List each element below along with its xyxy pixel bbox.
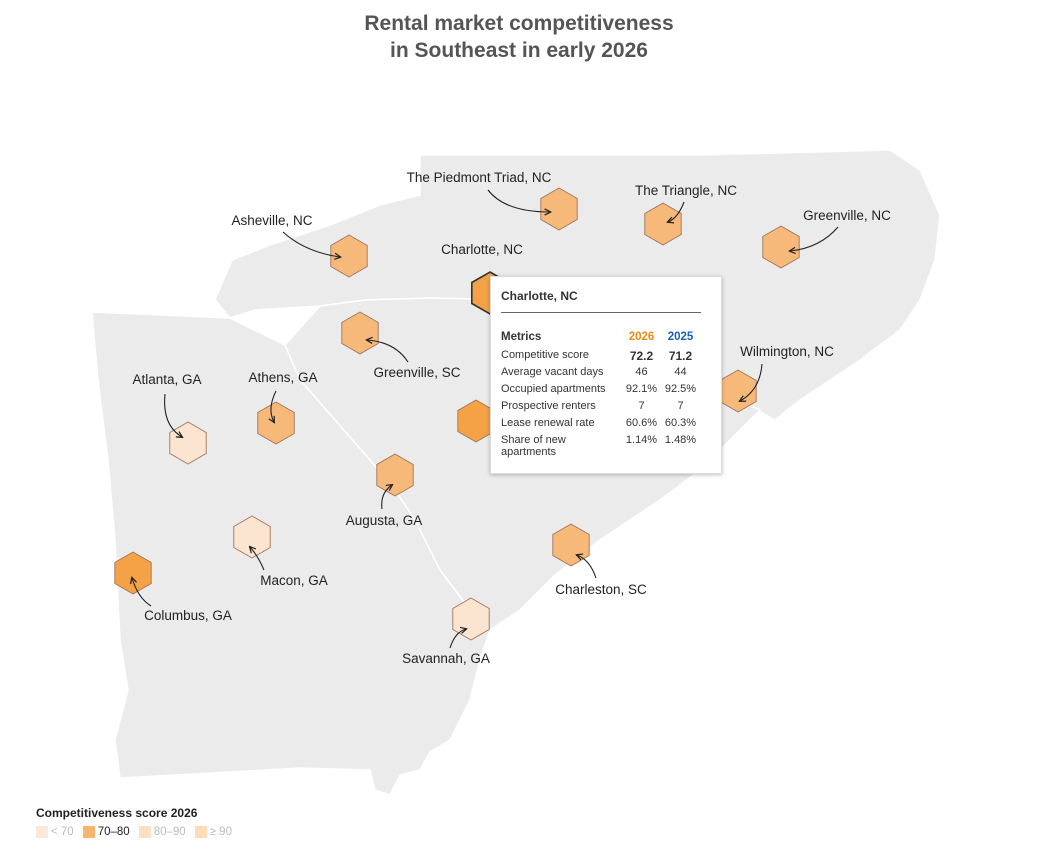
city-label-the-piedmont-triad-nc: The Piedmont Triad, NC: [407, 170, 552, 185]
tooltip-metric-label: Competitive score: [501, 349, 590, 361]
tooltip-header-metric: Metrics: [501, 331, 542, 343]
city-hex-columbus-ga[interactable]: [114, 551, 152, 595]
callout-arrow-macon-ga: [250, 547, 265, 571]
callout-arrow-greenville-sc: [367, 340, 409, 363]
city-label-wilmington-nc: Wilmington, NC: [740, 344, 834, 359]
legend-item[interactable]: 70–80: [82, 826, 130, 838]
city-hex-the-piedmont-triad-nc[interactable]: [540, 187, 578, 231]
tooltip-row: Occupied apartments 92.1% 92.5%: [501, 383, 711, 400]
callout-arrow-savannah-ga: [449, 629, 466, 649]
tooltip-metric-label: Prospective renters: [501, 400, 596, 412]
tooltip-value-2026: 92.1%: [625, 383, 658, 395]
tooltip-city-name: Charlotte, NC: [501, 289, 578, 303]
tooltip-value-2025: 60.3%: [664, 417, 697, 429]
city-label-macon-ga: Macon, GA: [260, 573, 328, 588]
tooltip-row: Prospective renters 7 7: [501, 400, 711, 417]
city-label-savannah-ga: Savannah, GA: [402, 651, 490, 666]
tooltip-metric-label: Occupied apartments: [501, 383, 606, 395]
callout-arrow-asheville-nc: [282, 231, 340, 257]
tooltip-value-2026: 72.2: [629, 349, 654, 363]
city-hex-macon-ga[interactable]: [233, 515, 271, 559]
city-hexagons: [114, 187, 800, 641]
tooltip-metric-label: Lease renewal rate: [501, 417, 595, 429]
tooltip-value-2025: 71.2: [668, 349, 693, 363]
legend-swatch: [82, 826, 95, 838]
legend-label: 70–80: [97, 826, 130, 838]
legend-items: < 70 70–80 80–90 ≥ 90: [36, 826, 241, 838]
legend-swatch: [194, 826, 207, 838]
legend-title: Competitiveness score 2026: [36, 806, 198, 820]
city-label-augusta-ga: Augusta, GA: [346, 513, 423, 528]
city-labels: The Piedmont Triad, NC The Triangle, NC As…: [132, 170, 891, 666]
legend-item[interactable]: 80–90: [138, 826, 186, 838]
city-label-the-triangle-nc: The Triangle, NC: [635, 183, 737, 198]
tooltip-metric-label: Average vacant days: [501, 366, 604, 378]
legend-item[interactable]: < 70: [36, 826, 74, 838]
legend-label: ≥ 90: [209, 826, 232, 838]
city-label-greenville-sc: Greenville, SC: [373, 365, 460, 380]
legend-item[interactable]: ≥ 90: [194, 826, 232, 838]
title-line-2: in Southeast in early 2026: [390, 39, 648, 62]
tooltip-value-2026: 60.6%: [625, 417, 658, 429]
tooltip-row: Share of new apartments 1.14% 1.48%: [501, 434, 711, 458]
city-label-columbus-ga: Columbus, GA: [144, 608, 232, 623]
legend: Competitiveness score 2026 < 70 70–80 80–9…: [36, 806, 241, 838]
tooltip-header-2026: 2026: [628, 331, 655, 343]
city-label-charlotte-nc: Charlotte, NC: [441, 242, 523, 257]
callout-arrow-the-triangle-nc: [668, 201, 685, 222]
callout-arrow-columbus-ga: [132, 578, 152, 607]
city-hex-the-triangle-nc[interactable]: [644, 202, 682, 246]
title-line-1: Rental market competitiveness: [364, 12, 674, 35]
legend-swatch: [36, 826, 48, 838]
city-hex-asheville-nc[interactable]: [330, 234, 368, 278]
city-label-athens-ga: Athens, GA: [248, 370, 317, 385]
tooltip-value-2025: 44: [674, 366, 687, 378]
tooltip-divider: [501, 312, 701, 313]
tooltip-metric-label: Share of new apartments: [501, 434, 566, 458]
legend-swatch: [138, 826, 151, 838]
tooltip-value-2025: 1.48%: [664, 434, 697, 446]
callout-arrow-atlanta-ga: [164, 393, 182, 437]
tooltip-value-2025: 7: [677, 400, 684, 412]
tooltip-row: Lease renewal rate 60.6% 60.3%: [501, 417, 711, 434]
tooltip-value-2026: 1.14%: [625, 434, 658, 446]
city-label-atlanta-ga: Atlanta, GA: [132, 372, 201, 387]
legend-label: 80–90: [153, 826, 186, 838]
city-label-asheville-nc: Asheville, NC: [231, 213, 312, 228]
city-tooltip: Charlotte, NC Metrics 2026 2025 Competit…: [490, 276, 722, 474]
tooltip-value-2025: 92.5%: [664, 383, 697, 395]
tooltip-header-row: Metrics 2026 2025: [501, 331, 711, 349]
callout-arrow-charleston-sc: [577, 555, 597, 579]
callout-arrow-wilmington-nc: [740, 363, 763, 401]
tooltip-row: Competitive score 72.2 71.2: [501, 349, 711, 366]
tooltip-value-2026: 46: [635, 366, 648, 378]
tooltip-value-2026: 7: [638, 400, 645, 412]
city-hex-greenville-nc[interactable]: [762, 225, 800, 269]
tooltip-row: Average vacant days 46 44: [501, 366, 711, 383]
city-label-greenville-nc: Greenville, NC: [803, 208, 891, 223]
legend-label: < 70: [51, 826, 74, 838]
chart-title: Rental market competitiveness in Southea…: [0, 10, 1038, 64]
callout-arrow-augusta-ga: [381, 485, 392, 510]
callout-arrow-athens-ga: [271, 390, 277, 422]
city-label-charleston-sc: Charleston, SC: [555, 582, 647, 597]
callout-arrow-the-piedmont-triad-nc: [487, 189, 550, 212]
callout-arrow-greenville-nc: [790, 226, 839, 251]
tooltip-header-2025: 2025: [667, 331, 694, 343]
city-hex-athens-ga[interactable]: [257, 401, 295, 445]
